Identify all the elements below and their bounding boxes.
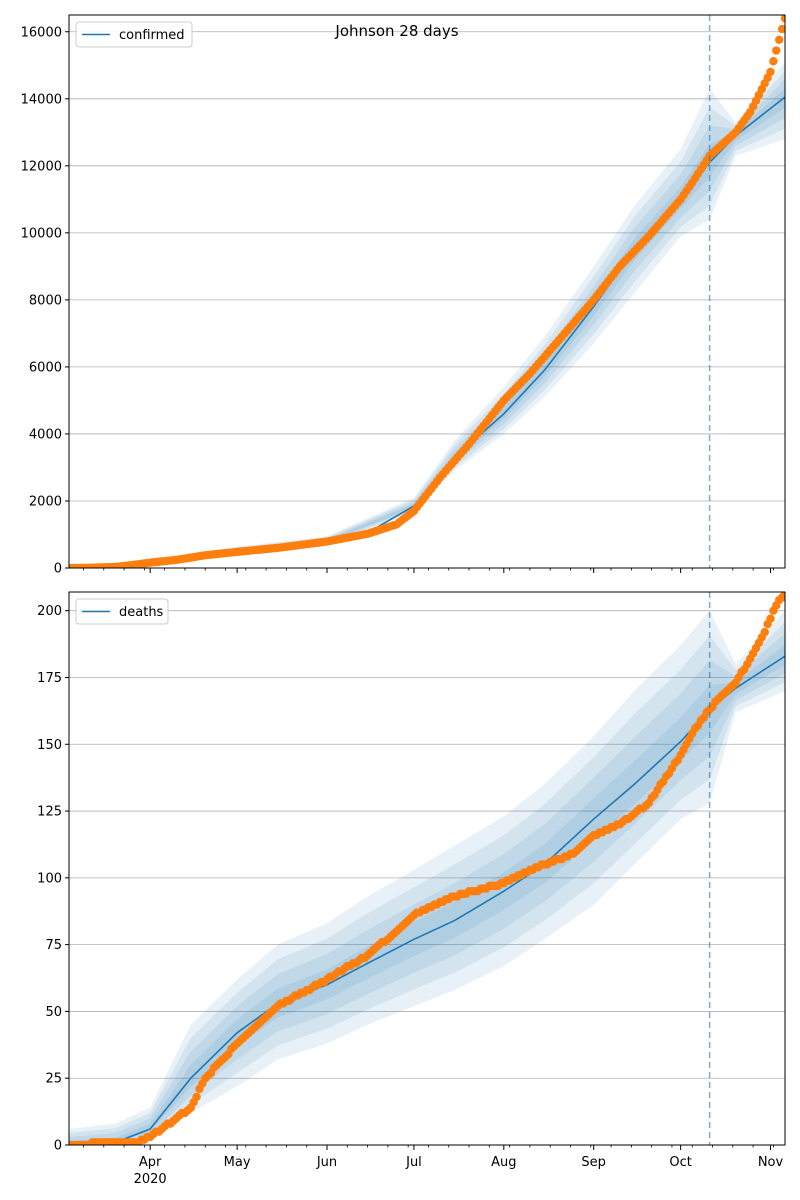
uncertainty-band-layer-3	[69, 79, 785, 568]
y-tick-label: 0	[54, 562, 62, 577]
legend: deaths	[75, 598, 169, 625]
observed-point	[777, 24, 785, 34]
y-tick-label: 12000	[21, 159, 62, 174]
panel-2: 0 25 50 75 100 125 150 175 200 Apr 2020 May Jun Jul Au…	[37, 591, 786, 1187]
series-line-deaths	[69, 655, 785, 1145]
y-tick-label: 200	[37, 604, 62, 619]
uncertainty-band-layer-3	[69, 633, 785, 1145]
y-tick-label: 16000	[21, 25, 62, 40]
plot-area	[69, 592, 785, 1145]
y-tick-label: 50	[45, 1005, 62, 1020]
panel-1: 0 2000 4000 6000 8000 10000 12000 14000 16000 Joh…	[21, 14, 786, 577]
chart-title: Johnson 28 days	[334, 22, 458, 40]
observed-point	[769, 57, 778, 66]
uncertainty-band-layer-4	[69, 644, 785, 1145]
legend: confirmed	[75, 21, 193, 48]
uncertainty-band-layer-1	[69, 610, 785, 1145]
observed-points	[69, 15, 785, 568]
y-tick-label: 2000	[29, 494, 62, 509]
x-tick-label: Jun	[316, 1155, 337, 1170]
observed-point	[780, 592, 785, 597]
y-tick-label: 14000	[21, 92, 62, 107]
axes-frame	[68, 14, 786, 569]
x-tick-label: Sep	[581, 1155, 606, 1170]
y-tick-label: 4000	[29, 427, 62, 442]
observed-point	[766, 67, 775, 77]
uncertainty-band-layer-1	[69, 61, 785, 568]
y-tick-label: 150	[37, 738, 62, 753]
observed-point	[192, 1092, 201, 1102]
observed-points	[69, 592, 785, 1145]
uncertainty-band-layer-2	[69, 622, 785, 1145]
observed-point	[780, 15, 785, 23]
observed-point	[766, 614, 775, 623]
legend-box	[75, 21, 193, 48]
x-tick-label: Nov	[758, 1155, 784, 1170]
x-tick-label: May	[224, 1155, 251, 1170]
x-tick-label: Apr	[139, 1155, 162, 1170]
y-tick-label: 100	[37, 871, 62, 886]
axes-frame	[68, 591, 786, 1146]
y-tick-label: 75	[45, 938, 62, 953]
x-tick-sublabel: 2020	[134, 1172, 167, 1187]
observed-point	[760, 627, 769, 637]
y-tick-label: 10000	[21, 226, 62, 241]
observed-point	[775, 35, 784, 45]
x-tick-label: Aug	[491, 1155, 516, 1170]
plot-area	[69, 15, 785, 568]
y-tick-label: 0	[54, 1139, 62, 1154]
legend-label: deaths	[119, 605, 164, 620]
legend-box	[75, 598, 169, 625]
x-tick-label: Oct	[669, 1155, 691, 1170]
y-tick-label: 125	[37, 805, 62, 820]
y-tick-label: 6000	[29, 360, 62, 375]
x-tick-label: Jul	[405, 1155, 422, 1170]
y-tick-label: 8000	[29, 293, 62, 308]
observed-point	[772, 46, 781, 55]
legend-label: confirmed	[119, 28, 185, 43]
uncertainty-band-layer-2	[69, 70, 785, 568]
y-tick-label: 175	[37, 671, 62, 686]
y-tick-label: 25	[45, 1072, 62, 1087]
